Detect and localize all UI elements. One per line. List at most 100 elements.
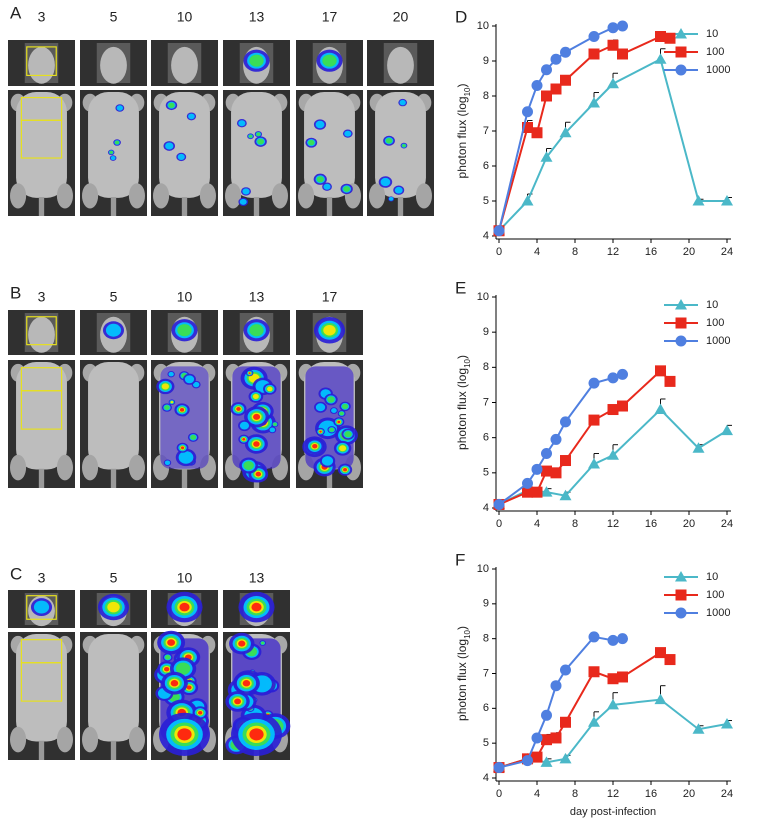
y-tick-label: 10 (477, 20, 489, 32)
tail (38, 740, 45, 760)
signal (251, 602, 262, 612)
marker (664, 375, 676, 387)
marker (617, 671, 628, 683)
signal (177, 728, 192, 741)
leg (271, 183, 288, 209)
marker (550, 732, 562, 744)
signal (339, 445, 347, 452)
mouse-image (8, 310, 75, 355)
marker (550, 83, 562, 95)
marker (522, 486, 533, 498)
marker (559, 126, 572, 138)
day-label: 5 (110, 570, 118, 586)
y-axis-label-part: photon flux (log (455, 639, 469, 721)
signal (164, 405, 170, 410)
day-label: 3 (38, 289, 46, 305)
signal (243, 461, 254, 470)
marker (540, 151, 553, 162)
tail (326, 468, 333, 488)
marker (617, 20, 628, 32)
marker (531, 486, 543, 498)
x-tick-label: 4 (534, 788, 540, 800)
body (304, 92, 355, 198)
leg (128, 454, 145, 481)
legend-label: 1000 (706, 607, 730, 619)
body (88, 362, 139, 470)
marker (607, 22, 619, 34)
y-tick-label: 6 (483, 432, 489, 444)
marker (522, 122, 533, 133)
marker (655, 365, 666, 377)
signal (161, 383, 170, 390)
signal (388, 197, 394, 201)
marker (559, 752, 572, 764)
signal (238, 120, 246, 127)
x-tick-label: 8 (572, 518, 578, 530)
mouse-image (223, 90, 290, 216)
leg (10, 183, 27, 209)
signal (260, 641, 265, 645)
marker (692, 195, 705, 206)
signal (242, 680, 251, 687)
signal (252, 394, 259, 400)
y-tick-label: 8 (483, 633, 489, 645)
tail (110, 740, 117, 760)
head (28, 46, 55, 84)
legend-label: 10 (706, 571, 718, 583)
y-axis-label: photon flux (log10) (455, 84, 471, 179)
signal (177, 324, 192, 337)
signal (315, 403, 326, 412)
signal (248, 372, 251, 374)
signal (253, 413, 261, 420)
mouse-image (8, 40, 75, 86)
marker (692, 723, 705, 734)
y-tick-label: 4 (483, 502, 489, 514)
tail (38, 468, 45, 488)
marker (617, 48, 628, 60)
marker (675, 317, 687, 329)
legend-entry: 100 (664, 317, 724, 329)
y-tick-label: 4 (483, 772, 489, 784)
legend-label: 100 (706, 589, 724, 601)
head (28, 316, 55, 353)
marker (588, 666, 600, 678)
legend-entry: 1000 (664, 335, 730, 347)
marker (540, 486, 553, 497)
legend-entry: 100 (664, 589, 724, 601)
x-tick-label: 4 (534, 246, 540, 258)
x-tick-label: 8 (572, 246, 578, 258)
signal (193, 381, 200, 388)
signal (110, 155, 116, 161)
marker (541, 64, 552, 76)
marker (675, 589, 687, 601)
x-tick-label: 0 (496, 788, 502, 800)
day-label: 13 (249, 9, 265, 25)
mouse-image (151, 630, 218, 760)
day-label: 17 (322, 9, 338, 25)
signal (343, 186, 351, 192)
y-tick-label: 6 (483, 160, 489, 172)
signal (242, 188, 250, 195)
day-label: 5 (110, 9, 118, 25)
signal (116, 105, 124, 111)
marker (675, 64, 687, 76)
y-tick-label: 7 (483, 396, 489, 408)
signal (321, 456, 334, 466)
roi (20, 119, 63, 159)
leg (82, 726, 99, 753)
marker (531, 80, 543, 91)
signal (198, 710, 203, 715)
leg (56, 183, 73, 209)
marker (541, 447, 552, 459)
marker (560, 455, 571, 467)
day-label: 3 (38, 9, 46, 25)
marker (531, 463, 543, 475)
signal (188, 113, 195, 120)
leg (10, 454, 27, 481)
signal (234, 698, 241, 705)
mouse-image (151, 360, 218, 488)
legend-label: 100 (706, 317, 724, 329)
marker (675, 335, 687, 347)
series-line (498, 651, 671, 769)
marker (607, 372, 619, 384)
